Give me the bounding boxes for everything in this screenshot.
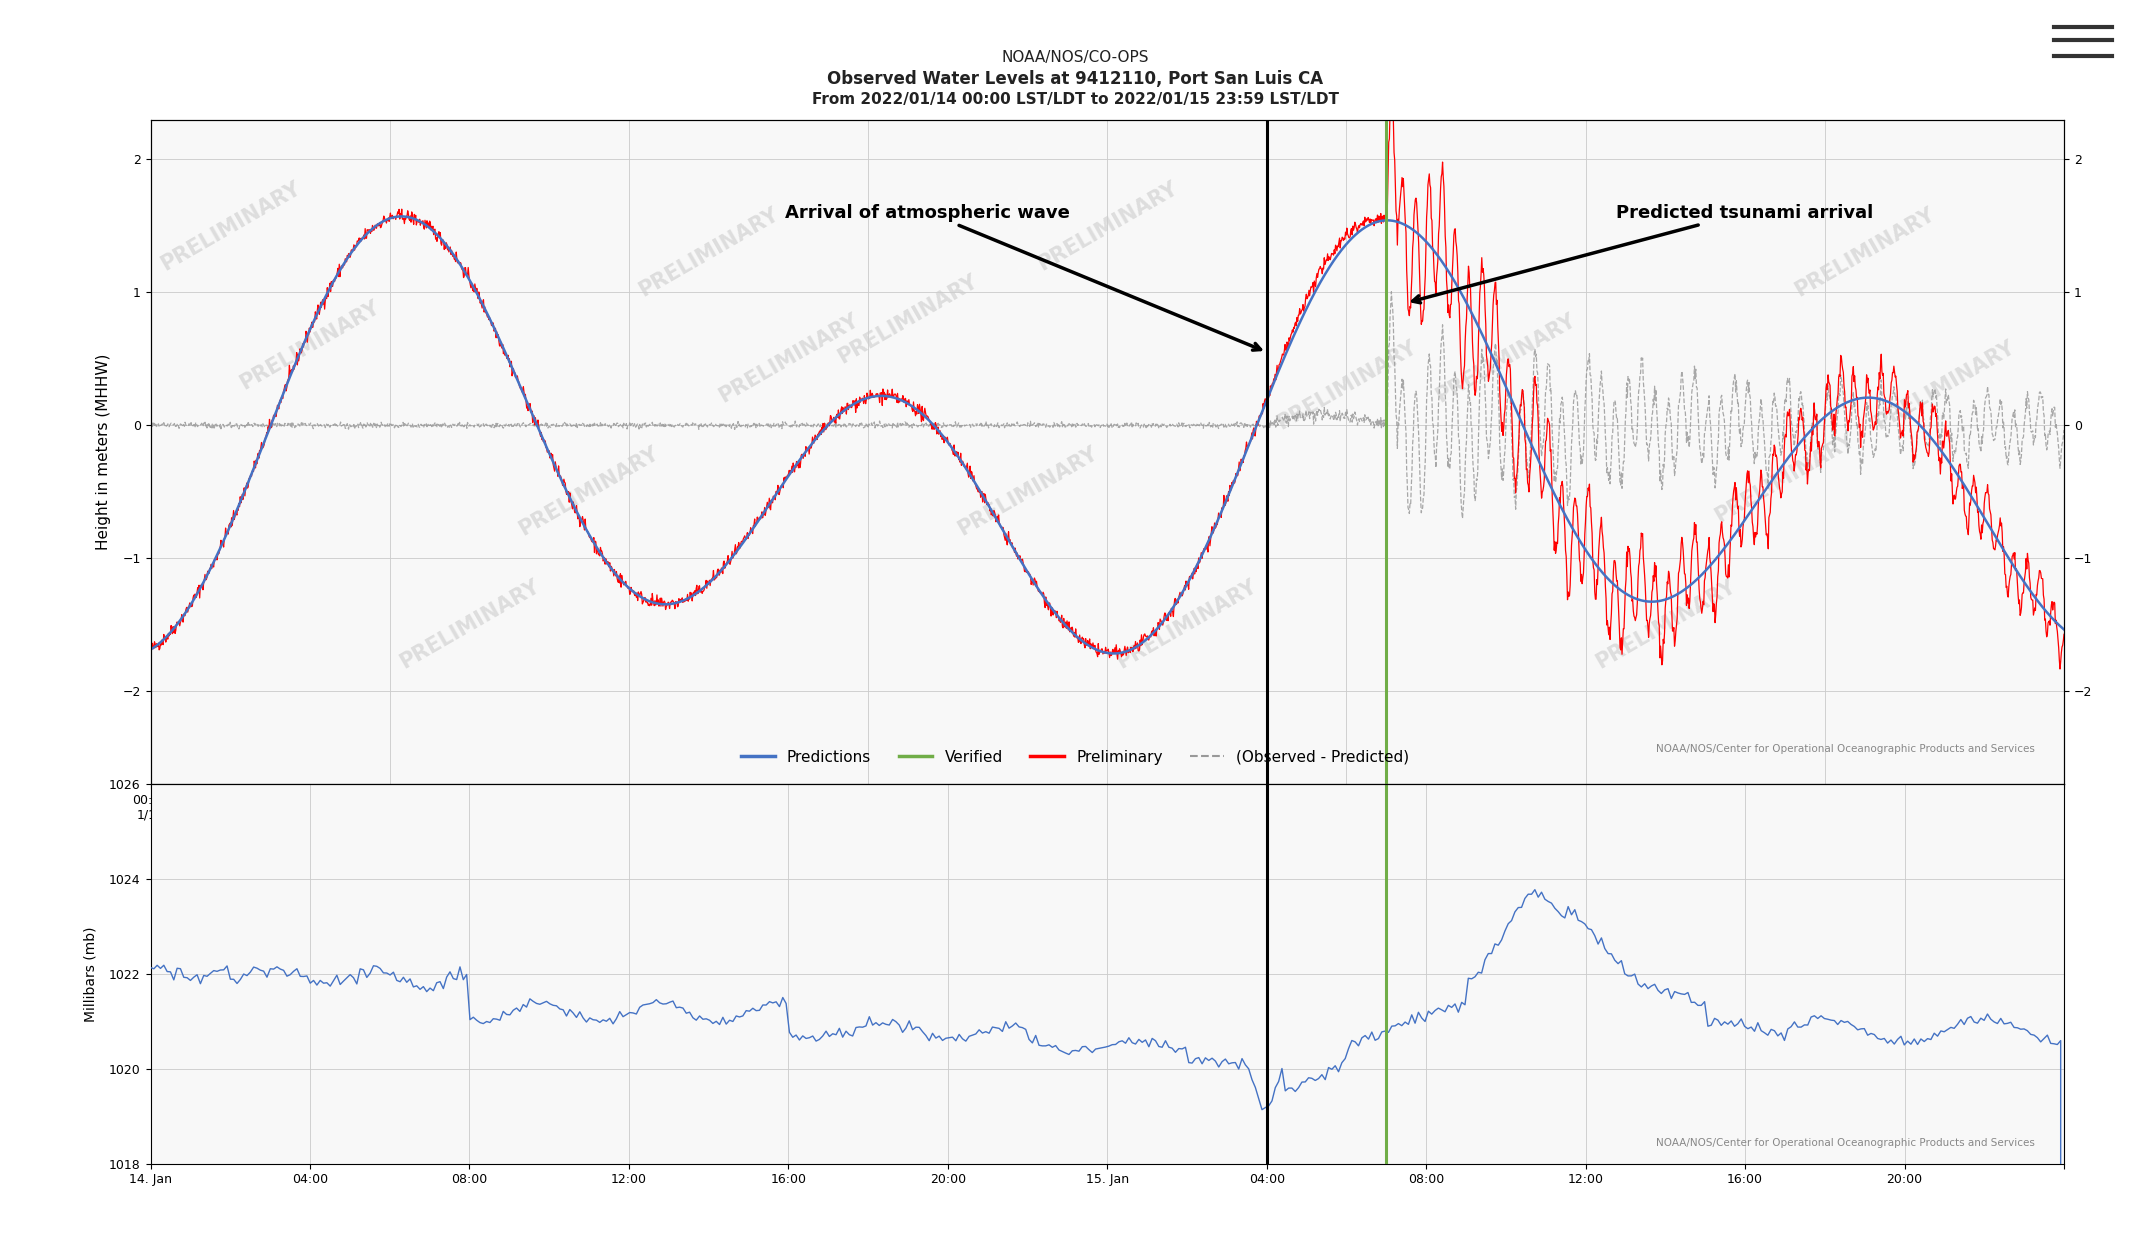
Text: PRELIMINARY: PRELIMINARY — [955, 443, 1101, 540]
Legend: Predictions, Verified, Preliminary, (Observed - Predicted): Predictions, Verified, Preliminary, (Obs… — [735, 743, 1415, 771]
Text: Arrival of atmospheric wave: Arrival of atmospheric wave — [785, 204, 1260, 350]
Text: PRELIMINARY: PRELIMINARY — [1591, 576, 1739, 673]
Text: PRELIMINARY: PRELIMINARY — [157, 177, 303, 274]
Text: PRELIMINARY: PRELIMINARY — [1791, 204, 1937, 301]
Text: PRELIMINARY: PRELIMINARY — [714, 311, 862, 406]
Text: PRELIMINARY: PRELIMINARY — [236, 297, 383, 394]
Text: PRELIMINARY: PRELIMINARY — [1034, 177, 1180, 274]
Text: PRELIMINARY: PRELIMINARY — [834, 270, 980, 367]
Y-axis label: Millibars (mb): Millibars (mb) — [84, 926, 99, 1021]
Text: NOAA/NOS/Center for Operational Oceanographic Products and Services: NOAA/NOS/Center for Operational Oceanogr… — [1656, 743, 2036, 754]
Text: PRELIMINARY: PRELIMINARY — [1114, 576, 1260, 673]
Text: PRELIMINARY: PRELIMINARY — [1711, 430, 1858, 527]
Text: Predicted tsunami arrival: Predicted tsunami arrival — [1413, 204, 1873, 303]
Text: PRELIMINARY: PRELIMINARY — [1870, 337, 2019, 434]
Y-axis label: Height in meters (MHHW): Height in meters (MHHW) — [97, 353, 112, 550]
Text: PRELIMINARY: PRELIMINARY — [396, 576, 544, 673]
Text: PRELIMINARY: PRELIMINARY — [1432, 311, 1580, 406]
Text: PRELIMINARY: PRELIMINARY — [516, 443, 662, 540]
Text: NOAA/NOS/CO-OPS: NOAA/NOS/CO-OPS — [1002, 50, 1148, 65]
Text: From 2022/01/14 00:00 LST/LDT to 2022/01/15 23:59 LST/LDT: From 2022/01/14 00:00 LST/LDT to 2022/01… — [811, 92, 1339, 107]
Text: Observed Water Levels at 9412110, Port San Luis CA: Observed Water Levels at 9412110, Port S… — [828, 70, 1322, 88]
Text: NOAA/NOS/Center for Operational Oceanographic Products and Services: NOAA/NOS/Center for Operational Oceanogr… — [1656, 1138, 2036, 1149]
Text: PRELIMINARY: PRELIMINARY — [1273, 337, 1419, 434]
Text: PRELIMINARY: PRELIMINARY — [634, 204, 783, 301]
